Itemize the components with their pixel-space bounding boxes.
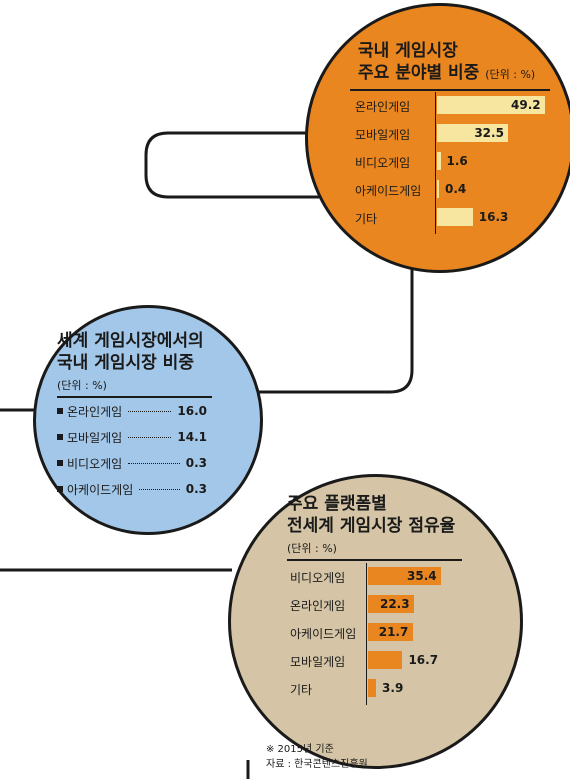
bullet-icon	[57, 460, 63, 466]
row-value: 0.3	[185, 456, 207, 470]
orange-title-line1: 국내 게임시장	[358, 41, 458, 61]
value-row: 비디오게임 0.3	[57, 454, 207, 472]
value-row: 온라인게임 16.0	[57, 402, 207, 420]
bar	[368, 623, 413, 641]
tan-unit: (단위 : %)	[287, 542, 337, 555]
blue-chart-circle	[33, 305, 263, 535]
bar	[368, 651, 403, 669]
dotted-leader	[128, 436, 172, 438]
bar-label: 온라인게임	[355, 100, 411, 114]
bar	[368, 595, 414, 613]
bar-label: 아케이드게임	[355, 184, 422, 198]
bar	[437, 96, 545, 114]
value-row: 모바일게임 14.1	[57, 428, 207, 446]
bar-value: 32.5	[474, 126, 504, 140]
blue-title-line2: 국내 게임시장 비중	[57, 353, 194, 373]
bar	[437, 152, 441, 170]
dotted-leader	[139, 488, 180, 490]
tan-title-line1: 주요 플랫폼별	[287, 494, 387, 514]
orange-chart-title: 국내 게임시장 주요 분야별 비중 (단위 : %)	[358, 40, 535, 86]
bar	[368, 567, 441, 585]
bar-label: 아케이드게임	[290, 627, 357, 641]
footnote-basis: ※ 2015년 기준	[266, 744, 334, 755]
bar-label: 비디오게임	[290, 571, 346, 585]
row-value: 0.3	[185, 482, 207, 496]
bar-label: 모바일게임	[290, 655, 346, 669]
bullet-icon	[57, 486, 63, 492]
tan-chart-title: 주요 플랫폼별 전세계 게임시장 점유율	[287, 493, 455, 537]
bullet-icon	[57, 434, 63, 440]
orange-title-line2: 주요 분야별 비중 (단위 : %)	[358, 63, 536, 83]
bar-value: 0.4	[445, 182, 467, 196]
bar-axis	[435, 92, 436, 234]
dotted-leader	[128, 410, 172, 412]
blue-unit: (단위 : %)	[57, 379, 107, 392]
tan-title-rule	[287, 559, 462, 561]
bar-label: 비디오게임	[355, 156, 411, 170]
bar-label: 온라인게임	[290, 599, 346, 613]
bar	[437, 180, 439, 198]
bar-value: 49.2	[511, 98, 541, 112]
row-label: 온라인게임	[67, 404, 123, 419]
footnote-source: 자료 : 한국콘텐츠진흥원	[266, 759, 368, 770]
row-value: 14.1	[177, 430, 207, 444]
row-label: 비디오게임	[67, 456, 123, 471]
bar-value: 21.7	[378, 625, 409, 639]
bar-label: 모바일게임	[355, 128, 411, 142]
orange-unit: (단위 : %)	[485, 68, 536, 81]
row-label: 모바일게임	[67, 430, 123, 445]
value-row: 아케이드게임 0.3	[57, 480, 207, 498]
bar-label: 기타	[290, 683, 313, 697]
blue-chart-title: 세계 게임시장에서의 국내 게임시장 비중	[57, 330, 204, 374]
bar-value: 1.6	[446, 154, 468, 168]
tan-chart-circle	[228, 474, 523, 769]
bar	[437, 124, 509, 142]
tan-title-line2: 전세계 게임시장 점유율	[287, 516, 456, 536]
blue-title-rule	[57, 396, 212, 398]
orange-title-rule	[350, 89, 550, 91]
blue-title-line1: 세계 게임시장에서의	[57, 331, 204, 351]
row-value: 16.0	[177, 404, 207, 418]
bar-axis	[366, 563, 367, 705]
bar-value: 22.3	[379, 597, 410, 611]
bar-value: 3.9	[382, 681, 404, 695]
bar-value: 16.7	[408, 653, 439, 667]
bar-value: 16.3	[478, 210, 509, 224]
bar-value: 35.4	[407, 569, 437, 583]
bar	[368, 679, 377, 697]
dotted-leader	[128, 462, 180, 464]
bar-label: 기타	[355, 212, 378, 226]
bar	[437, 208, 473, 226]
row-label: 아케이드게임	[67, 482, 134, 497]
bullet-icon	[57, 408, 63, 414]
